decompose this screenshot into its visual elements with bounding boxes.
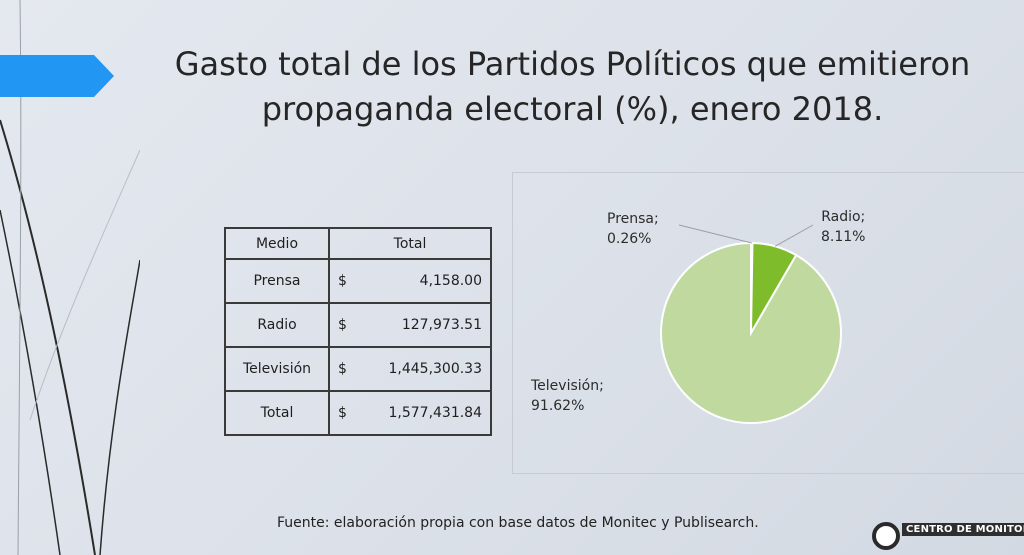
cell-total: $127,973.51 bbox=[328, 302, 492, 348]
cell-total: $1,445,300.33 bbox=[328, 346, 492, 392]
table-row: Radio $127,973.51 bbox=[224, 302, 492, 348]
table-row-total: Total $1,577,431.84 bbox=[224, 390, 492, 436]
title-line-2: propaganda electoral (%), enero 2018. bbox=[261, 90, 884, 128]
cell-medio: Televisión bbox=[224, 346, 330, 392]
label-television-pct: 91.62% bbox=[531, 398, 585, 414]
title-arrow-shape bbox=[0, 55, 114, 97]
page-title: Gasto total de los Partidos Políticos qu… bbox=[120, 42, 1024, 132]
label-prensa: Prensa; 0.26% bbox=[607, 209, 659, 249]
pie-chart bbox=[660, 224, 842, 424]
cell-medio: Radio bbox=[224, 302, 330, 348]
label-television-name: Televisión; bbox=[531, 378, 604, 394]
label-prensa-name: Prensa; bbox=[607, 211, 659, 227]
amount: 1,577,431.84 bbox=[388, 405, 482, 421]
column-header-medio: Medio bbox=[224, 227, 330, 260]
table-row: Prensa $4,158.00 bbox=[224, 258, 492, 304]
label-radio-name: Radio; bbox=[821, 209, 866, 225]
currency-symbol: $ bbox=[338, 273, 347, 289]
table-row: Televisión $1,445,300.33 bbox=[224, 346, 492, 392]
leader-line-prensa bbox=[678, 224, 752, 244]
cell-medio: Total bbox=[224, 390, 330, 436]
logo-icon bbox=[872, 522, 900, 550]
amount: 127,973.51 bbox=[401, 317, 482, 333]
cell-total: $1,577,431.84 bbox=[328, 390, 492, 436]
label-prensa-pct: 0.26% bbox=[607, 231, 652, 247]
label-radio-pct: 8.11% bbox=[821, 229, 866, 245]
title-line-1: Gasto total de los Partidos Políticos qu… bbox=[174, 45, 971, 83]
cell-total: $4,158.00 bbox=[328, 258, 492, 304]
amount: 1,445,300.33 bbox=[388, 361, 482, 377]
source-note: Fuente: elaboración propia con base dato… bbox=[277, 515, 759, 531]
currency-symbol: $ bbox=[338, 405, 347, 421]
spending-table: Medio Total Prensa $4,158.00 Radio $127,… bbox=[224, 227, 492, 436]
currency-symbol: $ bbox=[338, 361, 347, 377]
leader-line-radio bbox=[774, 224, 814, 247]
label-radio: Radio; 8.11% bbox=[821, 207, 865, 247]
cell-medio: Prensa bbox=[224, 258, 330, 304]
currency-symbol: $ bbox=[338, 317, 347, 333]
table-header-row: Medio Total bbox=[224, 227, 492, 260]
column-header-total: Total bbox=[328, 227, 492, 260]
label-television: Televisión; 91.62% bbox=[531, 376, 604, 416]
logo-text: CENTRO DE MONITOREO bbox=[902, 523, 1024, 536]
amount: 4,158.00 bbox=[419, 273, 482, 289]
pie-slice-television bbox=[660, 241, 842, 424]
logo: CENTRO DE MONITOREO bbox=[872, 520, 1024, 550]
pie-chart-area: Prensa; 0.26% Radio; 8.11% Televisión; 9… bbox=[512, 172, 1024, 474]
